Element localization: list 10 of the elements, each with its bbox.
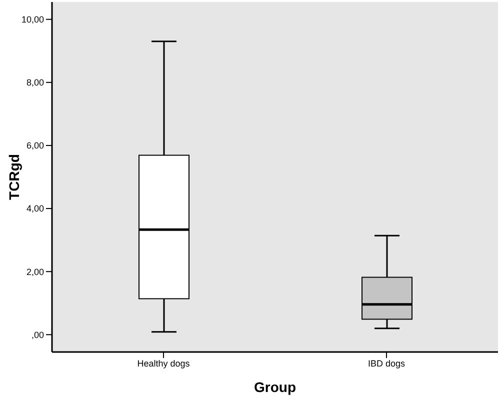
y-tick-label: 2,00 xyxy=(26,266,44,277)
y-tick-label: 4,00 xyxy=(26,204,44,214)
y-tick-label: ,00 xyxy=(31,330,44,340)
y-axis-title: TCRgd xyxy=(6,154,22,200)
x-tick-label: Healthy dogs xyxy=(137,358,190,368)
x-tick-label: IBD dogs xyxy=(368,358,406,368)
y-tick-label: 8,00 xyxy=(26,78,44,88)
y-tick-label: 6,00 xyxy=(26,140,44,151)
x-axis-title: Group xyxy=(254,379,296,395)
y-tick-label: 10,00 xyxy=(21,14,44,25)
